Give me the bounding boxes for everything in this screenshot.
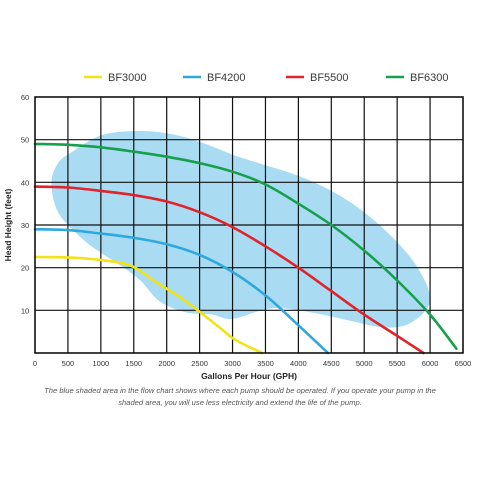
x-tick-labels: 0 500 1000 1500 2000 2500 3000 3500 4000 4500 5000… bbox=[33, 359, 471, 368]
recommended-operating-area bbox=[51, 131, 431, 328]
x-tick-label: 4500 bbox=[323, 359, 340, 368]
x-axis-title: Gallons Per Hour (GPH) bbox=[201, 371, 297, 381]
series-line-bf6300 bbox=[33, 142, 458, 350]
legend: BF3000 BF4200 BF5500 BF6300 bbox=[84, 72, 449, 84]
y-tick-label: 40 bbox=[21, 178, 29, 187]
legend-label-bf3000: BF3000 bbox=[108, 72, 147, 84]
legend-label-bf5500: BF5500 bbox=[310, 72, 349, 84]
x-tick-label: 6000 bbox=[422, 359, 439, 368]
series-line-bf3000 bbox=[33, 255, 264, 355]
x-tick-label: 2500 bbox=[191, 359, 208, 368]
x-tick-label: 1000 bbox=[93, 359, 110, 368]
x-tick-label: 3500 bbox=[257, 359, 274, 368]
y-tick-labels: 10 20 30 40 50 60 bbox=[21, 93, 29, 315]
x-tick-label: 0 bbox=[33, 359, 37, 368]
legend-label-bf4200: BF4200 bbox=[207, 72, 246, 84]
x-tick-label: 2000 bbox=[158, 359, 175, 368]
series-line-bf5500 bbox=[33, 185, 425, 355]
y-tick-label: 60 bbox=[21, 93, 29, 102]
x-tick-label: 6500 bbox=[455, 359, 472, 368]
plot-frame bbox=[34, 96, 464, 354]
series-lines bbox=[33, 142, 458, 355]
y-tick-label: 10 bbox=[21, 306, 29, 315]
y-tick-label: 30 bbox=[21, 221, 29, 230]
x-tick-label: 1500 bbox=[125, 359, 142, 368]
x-tick-label: 500 bbox=[62, 359, 75, 368]
legend-label-bf6300: BF6300 bbox=[410, 72, 449, 84]
x-tick-label: 5500 bbox=[389, 359, 406, 368]
x-tick-label: 4000 bbox=[290, 359, 307, 368]
series-line-bf4200 bbox=[33, 228, 330, 355]
y-tick-label: 50 bbox=[21, 136, 29, 145]
y-tick-label: 20 bbox=[21, 264, 29, 273]
chart-caption: The blue shaded area in the flow chart s… bbox=[44, 386, 436, 407]
x-tick-label: 3000 bbox=[224, 359, 241, 368]
x-tick-label: 5000 bbox=[356, 359, 373, 368]
y-axis-title: Head Height (feet) bbox=[3, 188, 13, 261]
